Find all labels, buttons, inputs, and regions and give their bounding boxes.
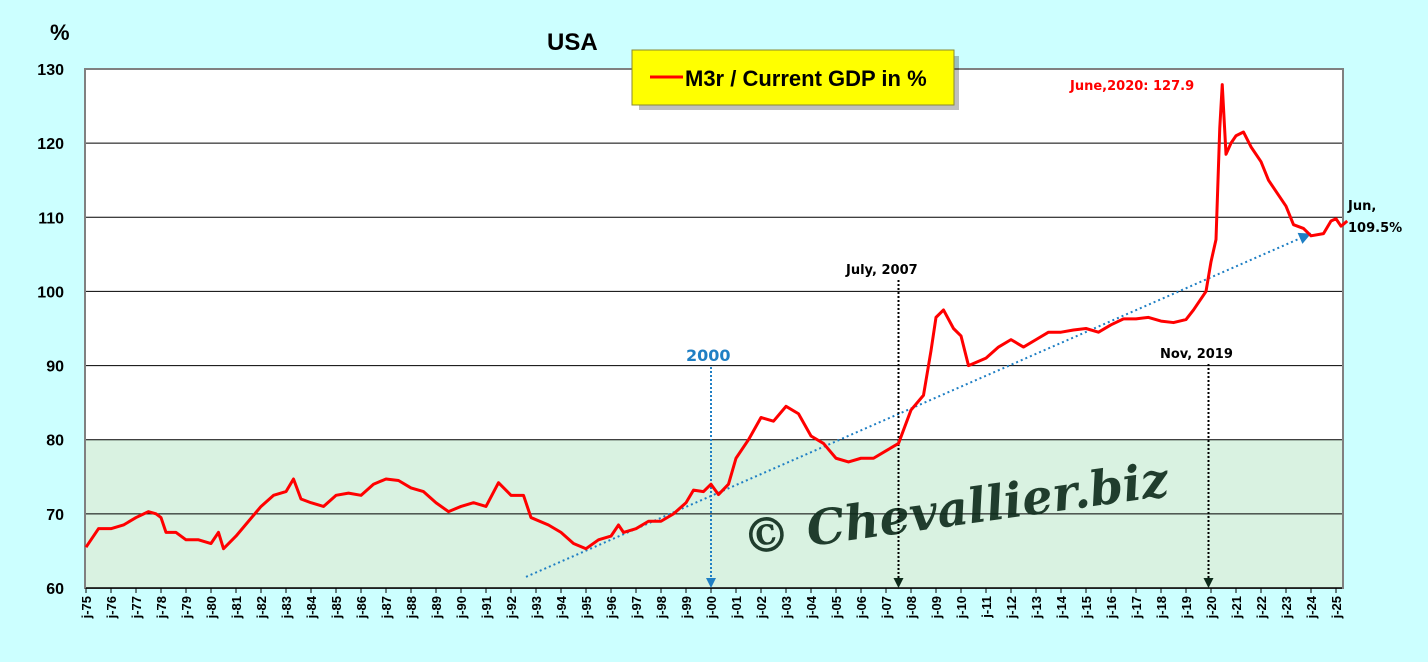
y-tick-label: 70	[46, 507, 64, 524]
annotation-last-1: Jun,	[1347, 199, 1376, 214]
y-tick-label: 130	[37, 62, 64, 79]
x-tick-label: j-83	[279, 596, 294, 619]
y-tick-label: 90	[46, 359, 64, 376]
x-tick-label: j-75	[79, 596, 94, 619]
arrow-down-icon	[893, 578, 904, 588]
y-tick-label: 80	[46, 433, 64, 450]
x-tick-label: j-16	[1104, 596, 1119, 619]
x-tick-label: j-21	[1229, 596, 1244, 619]
x-tick-label: j-80	[204, 596, 219, 619]
x-tick-label: j-05	[829, 596, 844, 619]
x-tick-label: j-09	[929, 596, 944, 619]
arrow-down-icon	[1203, 578, 1214, 588]
legend-label: M3r / Current GDP in %	[685, 66, 927, 91]
x-tick-label: j-81	[229, 596, 244, 619]
x-tick-label: j-04	[804, 595, 819, 619]
x-tick-label: j-95	[579, 596, 594, 619]
x-tick-label: j-14	[1054, 595, 1069, 619]
annotation-last-2: 109.5%	[1348, 221, 1402, 236]
x-tick-label: j-24	[1304, 595, 1319, 619]
x-tick-label: j-77	[129, 596, 144, 619]
x-tick-label: j-97	[629, 596, 644, 619]
y-axis-label: %	[50, 20, 70, 45]
x-tick-label: j-79	[179, 596, 194, 619]
series-line-m3r-gdp	[84, 83, 1349, 551]
x-tick-label: j-06	[854, 596, 869, 619]
x-tick-label: j-22	[1254, 596, 1269, 619]
x-tick-label: j-15	[1079, 596, 1094, 619]
x-tick-label: j-94	[554, 595, 569, 619]
grid	[86, 142, 1342, 515]
x-tick-label: j-02	[754, 596, 769, 619]
x-tick-label: j-93	[529, 596, 544, 619]
x-tick-label: j-88	[404, 596, 419, 619]
arrow-down-icon	[706, 578, 716, 588]
x-tick-label: j-89	[429, 596, 444, 619]
x-tick-label: j-03	[779, 596, 794, 619]
x-tick-label: j-85	[329, 596, 344, 619]
y-tick-label: 110	[38, 210, 64, 227]
x-tick-label: j-76	[104, 596, 119, 619]
x-tick-label: j-78	[154, 596, 169, 619]
x-tick-label: j-11	[979, 596, 994, 619]
x-tick-label: j-84	[304, 595, 319, 619]
x-tick-label: j-25	[1329, 596, 1344, 619]
y-tick-label: 120	[37, 136, 64, 153]
x-tick-label: j-86	[354, 596, 369, 619]
x-ticks: j-75 j-76 j-77 j-78 j-79 j-80 j-81 j-82 j-83 j-84…	[79, 587, 1344, 619]
x-tick-label: j-12	[1004, 596, 1019, 619]
trendline-arrow-icon	[1297, 232, 1311, 244]
y-ticks: 60 70 80 90 100 110 120 130	[37, 62, 64, 598]
x-tick-label: j-90	[454, 596, 469, 619]
x-tick-label: j-18	[1154, 596, 1169, 619]
x-tick-label: j-98	[654, 596, 669, 619]
trendline	[525, 232, 1312, 578]
x-tick-label: j-23	[1279, 596, 1294, 619]
x-tick-label: j-96	[604, 596, 619, 619]
x-tick-label: j-87	[379, 596, 394, 619]
x-tick-label: j-00	[704, 596, 719, 619]
x-tick-label: j-20	[1204, 596, 1219, 619]
x-tick-label: j-91	[479, 596, 494, 619]
y-tick-label: 60	[46, 581, 64, 598]
annotation-nov-2019: Nov, 2019	[1160, 347, 1233, 362]
x-tick-label: j-82	[254, 596, 269, 619]
x-tick-label: j-13	[1029, 596, 1044, 619]
x-tick-label: j-07	[879, 596, 894, 619]
y-tick-label: 100	[37, 284, 64, 301]
x-tick-label: j-10	[954, 596, 969, 619]
x-tick-label: j-19	[1179, 596, 1194, 619]
annotation-peak: June,2020: 127.9	[1069, 79, 1194, 94]
x-tick-label: j-92	[504, 596, 519, 619]
annotation-lines	[706, 280, 1214, 588]
x-tick-label: j-08	[904, 596, 919, 619]
annotation-2000: 2000	[686, 346, 731, 365]
chart-title: USA	[547, 29, 598, 56]
x-tick-label: j-17	[1129, 596, 1144, 619]
x-tick-label: j-99	[679, 596, 694, 619]
legend: M3r / Current GDP in %	[631, 49, 959, 110]
x-tick-label: j-01	[729, 596, 744, 619]
annotation-july-2007: July, 2007	[845, 263, 918, 278]
